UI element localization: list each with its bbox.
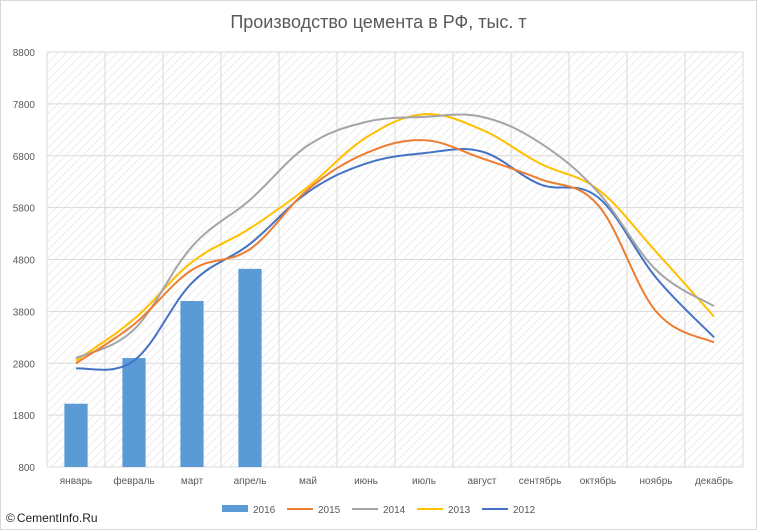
bar-2016 <box>64 403 88 467</box>
x-tick-label: март <box>181 476 204 487</box>
y-axis-ticks: 800 1800 2800 3800 4800 5800 6800 7800 8800 <box>13 48 36 474</box>
y-tick-label: 6800 <box>13 152 36 163</box>
legend-label-2014: 2014 <box>383 505 406 516</box>
y-tick-label: 1800 <box>13 411 36 422</box>
watermark-text: CementInfo.Ru <box>16 511 98 525</box>
watermark: © CementInfo.Ru <box>6 511 98 525</box>
x-tick-label: август <box>468 476 497 487</box>
bar-2016 <box>180 301 204 467</box>
x-tick-label: ноябрь <box>640 475 673 487</box>
legend-label-2012: 2012 <box>513 505 536 516</box>
x-tick-label: июнь <box>354 476 378 487</box>
x-tick-label: апрель <box>234 476 267 487</box>
line-2012 <box>75 148 715 371</box>
copyright-icon: © <box>6 511 15 525</box>
x-tick-label: октябрь <box>580 475 617 487</box>
x-axis-ticks: январь февраль март апрель май июнь июль август… <box>60 475 733 487</box>
line-2015 <box>75 139 715 365</box>
line-2014 <box>75 113 715 359</box>
x-tick-label: май <box>299 476 317 487</box>
bar-series <box>64 268 262 467</box>
legend: 2016 2015 2014 2013 2012 <box>222 505 536 516</box>
y-tick-label: 8800 <box>13 48 36 59</box>
legend-label-2015: 2015 <box>318 505 341 516</box>
x-tick-label: июль <box>412 476 436 487</box>
y-tick-label: 3800 <box>13 307 36 318</box>
y-tick-label: 7800 <box>13 100 36 111</box>
legend-label-2013: 2013 <box>448 505 471 516</box>
x-tick-label: февраль <box>113 475 154 487</box>
y-tick-label: 2800 <box>13 359 36 370</box>
y-tick-label: 800 <box>18 463 35 474</box>
bar-2016 <box>122 358 146 467</box>
chart-title: Производство цемента в РФ, тыс. т <box>230 12 527 32</box>
y-tick-label: 4800 <box>13 256 36 267</box>
line-series <box>75 113 715 371</box>
line-2013 <box>75 113 715 362</box>
x-tick-label: сентябрь <box>519 475 562 487</box>
legend-label-2016: 2016 <box>253 505 276 516</box>
bar-2016 <box>238 268 262 467</box>
x-tick-label: декабрь <box>695 475 733 487</box>
x-tick-label: январь <box>60 476 92 487</box>
y-tick-label: 5800 <box>13 204 36 215</box>
legend-swatch-2016 <box>222 505 248 512</box>
